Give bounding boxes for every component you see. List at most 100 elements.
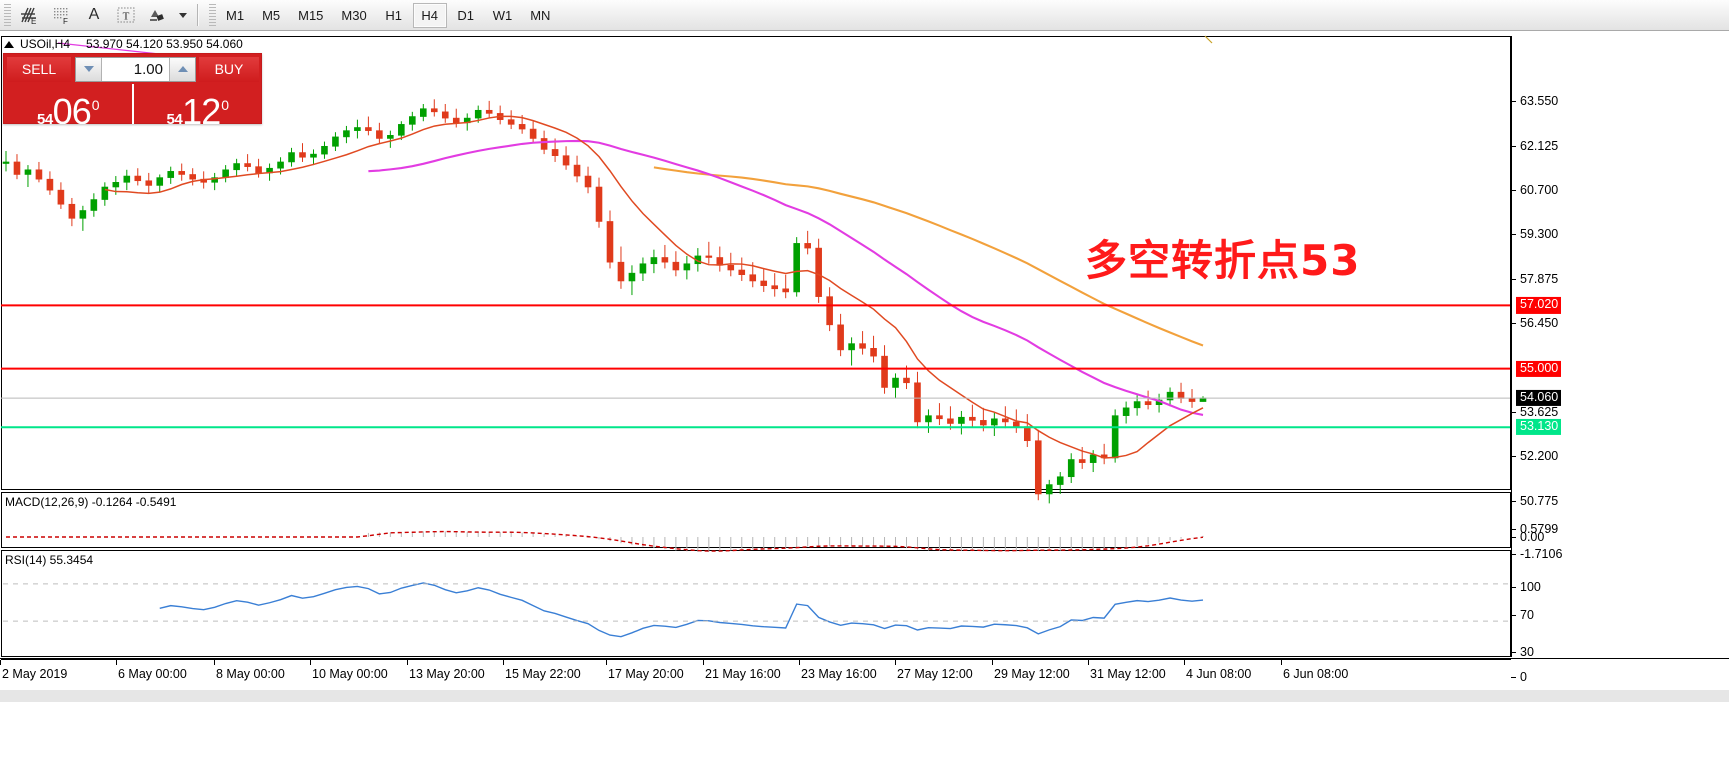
- time-axis-label: 27 May 12:00: [897, 667, 973, 681]
- objects-icon[interactable]: [143, 2, 173, 29]
- timeframe-button-m30[interactable]: M30: [341, 7, 367, 23]
- chart-toolbar: E F A T: [0, 0, 1729, 31]
- ma-mid-magenta: [368, 139, 1204, 416]
- text-label-icon[interactable]: A: [88, 6, 100, 23]
- timeframe-button-m15[interactable]: M15: [298, 7, 324, 23]
- macd-series: [6, 530, 1204, 553]
- macd-panel[interactable]: [1, 492, 1511, 548]
- time-axis-label: 13 May 20:00: [409, 667, 485, 681]
- bottom-scroll-strip[interactable]: [0, 690, 1729, 702]
- time-axis-label: 21 May 16:00: [705, 667, 781, 681]
- timeframe-button-mn[interactable]: MN: [530, 7, 551, 23]
- timeframe-bar: M1 M5 M15 M30 H1 H4 D1 W1 MN: [218, 2, 560, 28]
- grid-icon[interactable]: F: [47, 2, 77, 29]
- rsi-line: [159, 582, 1204, 638]
- toolbar-grip[interactable]: [4, 3, 11, 27]
- volume-value[interactable]: 1.00: [133, 60, 163, 78]
- time-tick: [1088, 660, 1089, 665]
- time-axis-label: 8 May 00:00: [216, 667, 285, 681]
- chart-area[interactable]: USOil,H4 53.970 54.120 53.950 54.060 MAC…: [0, 31, 1729, 757]
- price-tick: [1511, 190, 1516, 192]
- time-axis-label: 15 May 22:00: [505, 667, 581, 681]
- time-tick: [992, 660, 993, 665]
- time-axis-label: 10 May 00:00: [312, 667, 388, 681]
- indicator-axis-label: -1.7106: [1520, 547, 1563, 561]
- price-axis[interactable]: 63.550 62.125 60.700 59.300 57.875 57.020 56.4…: [1511, 31, 1729, 757]
- indicator-axis-label: 70: [1520, 608, 1534, 622]
- timeframe-button-d1[interactable]: D1: [457, 7, 475, 23]
- time-tick: [703, 660, 704, 665]
- price-axis-label: 50.775: [1520, 494, 1559, 508]
- indicator-axis-label: 0.5799: [1520, 522, 1559, 536]
- price-axis-label: 59.300: [1520, 226, 1559, 241]
- timeframe-button-w1[interactable]: W1: [492, 7, 513, 23]
- sell-button[interactable]: SELL: [7, 56, 71, 82]
- volume-decrement-button[interactable]: [76, 57, 102, 81]
- price-axis-label: 60.700: [1520, 183, 1559, 198]
- indicator-axis-label: 0.00: [1520, 530, 1545, 544]
- price-tick: [1511, 456, 1516, 458]
- chevron-down-icon: [83, 66, 94, 72]
- time-axis[interactable]: 2 May 2019 6 May 00:00 8 May 00:00 10 May 0…: [0, 658, 1729, 757]
- ma-fast-red: [104, 115, 1204, 459]
- indicator-tick: [1511, 529, 1516, 530]
- svg-text:E: E: [31, 17, 36, 25]
- chart-marker: [1204, 35, 1213, 44]
- time-tick: [895, 660, 896, 665]
- timeframe-grip[interactable]: [209, 3, 216, 27]
- time-axis-label: 29 May 12:00: [994, 667, 1070, 681]
- candlestick-series: [2, 99, 1207, 504]
- timeframe-button-m5[interactable]: M5: [262, 7, 281, 23]
- time-tick: [1184, 660, 1185, 665]
- indicator-tick: [1511, 615, 1516, 616]
- indicator-axis-label: 30: [1520, 645, 1534, 659]
- timeframe-button-m1[interactable]: M1: [226, 7, 245, 23]
- buy-price-fraction: 0: [221, 97, 230, 113]
- svg-text:T: T: [123, 11, 130, 23]
- buy-button[interactable]: BUY: [199, 56, 259, 82]
- price-axis-tag: 54.060: [1516, 390, 1562, 407]
- price-axis-label: 63.550: [1520, 93, 1559, 108]
- price-axis-tag: 55.000: [1516, 360, 1562, 377]
- time-axis-label: 31 May 12:00: [1090, 667, 1166, 681]
- time-tick: [503, 660, 504, 665]
- symbol-name: USOil,H4: [20, 37, 71, 51]
- rsi-panel[interactable]: [1, 550, 1511, 657]
- price-tick: [1511, 233, 1516, 235]
- one-click-trading-panel[interactable]: SELL 1.00 BUY 54 06 0: [3, 53, 262, 124]
- price-axis-tag: 57.020: [1516, 297, 1562, 314]
- timeframe-button-h4[interactable]: H4: [412, 2, 447, 28]
- time-axis-label: 17 May 20:00: [608, 667, 684, 681]
- price-tick: [1511, 278, 1516, 280]
- time-tick: [606, 660, 607, 665]
- sell-price-display[interactable]: 54 06 0: [4, 84, 132, 125]
- toolbar-divider: [197, 4, 199, 26]
- indicator-tick: [1511, 587, 1516, 588]
- price-tick: [1511, 501, 1516, 502]
- time-tick: [799, 660, 800, 665]
- buy-price-display[interactable]: 54 12 0: [131, 84, 262, 124]
- buy-price-whole: 54: [166, 111, 183, 124]
- volume-stepper[interactable]: 1.00: [75, 56, 196, 82]
- price-axis-label: 62.125: [1520, 138, 1559, 153]
- time-tick: [214, 660, 215, 665]
- text-object-icon[interactable]: T: [111, 2, 141, 29]
- price-panel[interactable]: [1, 36, 1511, 490]
- timeframe-button-h1[interactable]: H1: [385, 7, 403, 23]
- macd-label: MACD(12,26,9) -0.1264 -0.5491: [5, 495, 177, 509]
- price-tick: [1511, 100, 1516, 102]
- expand-triangle-icon[interactable]: [4, 40, 14, 48]
- chevron-up-icon: [177, 66, 188, 72]
- time-tick: [1281, 660, 1282, 665]
- symbol-label: USOil,H4 53.970 54.120 53.950 54.060: [4, 37, 243, 51]
- indicator-axis-label: 0: [1520, 670, 1527, 684]
- time-axis-label: 23 May 16:00: [801, 667, 877, 681]
- price-axis-label: 52.200: [1520, 449, 1559, 464]
- indicators-icon[interactable]: E: [15, 2, 45, 29]
- chevron-down-icon[interactable]: [175, 2, 191, 29]
- chart-canvas: [1, 35, 1510, 638]
- time-axis-label: 6 Jun 08:00: [1283, 667, 1349, 681]
- volume-increment-button[interactable]: [169, 57, 195, 81]
- price-axis-label: 53.625: [1520, 404, 1559, 419]
